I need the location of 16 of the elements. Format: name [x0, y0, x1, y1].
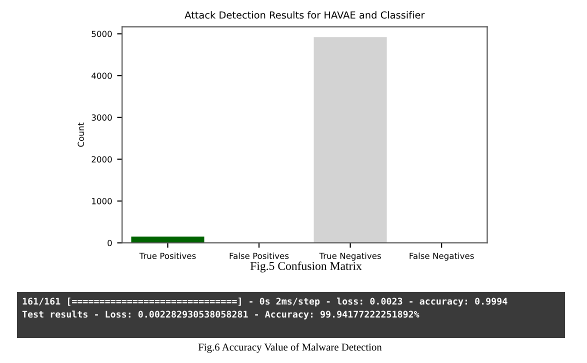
x-tick-label: False Positives — [230, 252, 289, 260]
text: 161/161 [==============================] - 0s 2ms/step - loss: 0.0023 - accuracy: 0.9994 — [22, 298, 508, 306]
y-tick-label: 0 — [108, 240, 112, 246]
y-tick-label: 1000 — [92, 198, 112, 204]
y-tick-label: 2000 — [92, 156, 112, 163]
x-tick-label: True Positives — [139, 252, 196, 260]
y-tick-label: 3000 — [92, 114, 112, 121]
chart-title: Attack Detection Results for HAVAE and Classifier — [184, 11, 425, 19]
y-tick-label: 5000 — [92, 30, 112, 38]
x-tick-label: True Negatives — [319, 252, 381, 261]
caption: Fig.6 Accuracy Value of Malware Detection — [198, 343, 382, 353]
y-axis-title: Count — [78, 122, 84, 147]
x-tick-label: False Negatives — [410, 252, 474, 261]
y-tick-label: 4000 — [92, 72, 112, 79]
text: Test results - Loss: 0.002282930538058281 - Accuracy: 99.94177222251892% — [22, 310, 420, 320]
caption: Fig.5 Confusion Matrix — [250, 262, 362, 272]
